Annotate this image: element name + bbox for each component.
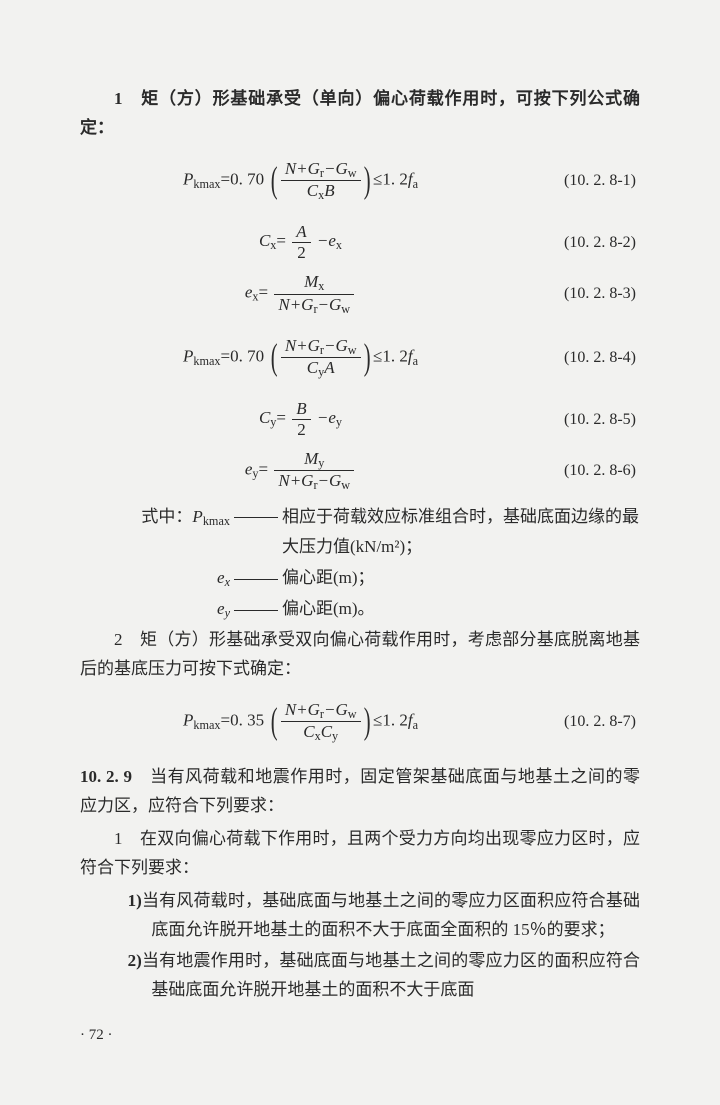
item-number-1: 1 矩（方）形基础承受（单向）偏心荷载作用时，可按下列公式确定：: [80, 89, 640, 137]
equation-5-num: (10. 2. 8-5): [521, 406, 640, 433]
equation-3-num: (10. 2. 8-3): [521, 280, 640, 307]
equation-row-5: Cy= B2 −ey (10. 2. 8-5): [80, 399, 640, 439]
equation-4: Pkmax=0. 70 ( N+Gr−Gw CyA )≤1. 2fa: [80, 326, 521, 390]
def2-text: 偏心距(m)；: [282, 564, 640, 593]
section-number: 10. 2. 9: [80, 767, 132, 786]
equation-2-num: (10. 2. 8-2): [521, 229, 640, 256]
equation-row-3: ex= Mx N+Gr−Gw (10. 2. 8-3): [80, 272, 640, 315]
equation-2: Cx= A2 −ex: [80, 222, 521, 262]
def1-text-l2: 大压力值(kN/m²)；: [282, 533, 640, 562]
page: 1 矩（方）形基础承受（单向）偏心荷载作用时，可按下列公式确定： Pkmax=0…: [0, 0, 720, 1088]
equation-7: Pkmax=0. 35 ( N+Gr−Gw CxCy )≤1. 2fa: [80, 690, 521, 754]
dash-icon: [234, 517, 278, 518]
equation-row-6: ey= My N+Gr−Gw (10. 2. 8-6): [80, 449, 640, 492]
def1-text-l1: 相应于荷载效应标准组合时，基础底面边缘的最: [282, 503, 640, 532]
equation-5: Cy= B2 −ey: [80, 399, 521, 439]
definitions: 式中：Pkmax 相应于荷载效应标准组合时，基础底面边缘的最 大压力值(kN/m…: [80, 503, 640, 625]
item-1: 1 在双向偏心荷载下作用时，且两个受力方向均出现零应力区时，应符合下列要求：: [80, 825, 640, 883]
equation-7-num: (10. 2. 8-7): [521, 708, 640, 735]
eq1-lhs: P: [183, 169, 193, 188]
def-intro: 式中：: [141, 507, 192, 526]
section-10-2-9: 10. 2. 9 当有风荷载和地震作用时，固定管架基础底面与地基土之间的零应力区…: [80, 763, 640, 821]
equation-6-num: (10. 2. 8-6): [521, 457, 640, 484]
dash-icon: [234, 610, 278, 611]
dash-icon: [234, 579, 278, 580]
para-2: 2 矩（方）形基础承受双向偏心荷载作用时，考虑部分基底脱离地基后的基底压力可按下…: [80, 626, 640, 684]
equation-6: ey= My N+Gr−Gw: [80, 449, 521, 492]
equation-row-4: Pkmax=0. 70 ( N+Gr−Gw CyA )≤1. 2fa (10. …: [80, 326, 640, 390]
equation-1-num: (10. 2. 8-1): [521, 167, 640, 194]
equation-row-7: Pkmax=0. 35 ( N+Gr−Gw CxCy )≤1. 2fa (10.…: [80, 690, 640, 754]
section-text: 当有风荷载和地震作用时，固定管架基础底面与地基土之间的零应力区，应符合下列要求：: [80, 767, 640, 815]
equation-3: ex= Mx N+Gr−Gw: [80, 272, 521, 315]
equation-row-1: Pkmax=0. 70 ( N+Gr−Gw CxB )≤1. 2fa (10. …: [80, 149, 640, 213]
equation-4-num: (10. 2. 8-4): [521, 344, 640, 371]
equation-row-2: Cx= A2 −ex (10. 2. 8-2): [80, 222, 640, 262]
equation-1: Pkmax=0. 70 ( N+Gr−Gw CxB )≤1. 2fa: [80, 149, 521, 213]
para-1: 1 矩（方）形基础承受（单向）偏心荷载作用时，可按下列公式确定：: [80, 85, 640, 143]
subitem-1: 1)当有风荷载时，基础底面与地基土之间的零应力区面积应符合基础底面允许脱开地基土…: [80, 887, 640, 945]
def3-text: 偏心距(m)。: [282, 595, 640, 624]
page-number: · 72 ·: [80, 1023, 640, 1049]
subitem-2: 2)当有地震作用时，基础底面与地基土之间的零应力区的面积应符合基础底面允许脱开地…: [80, 947, 640, 1005]
